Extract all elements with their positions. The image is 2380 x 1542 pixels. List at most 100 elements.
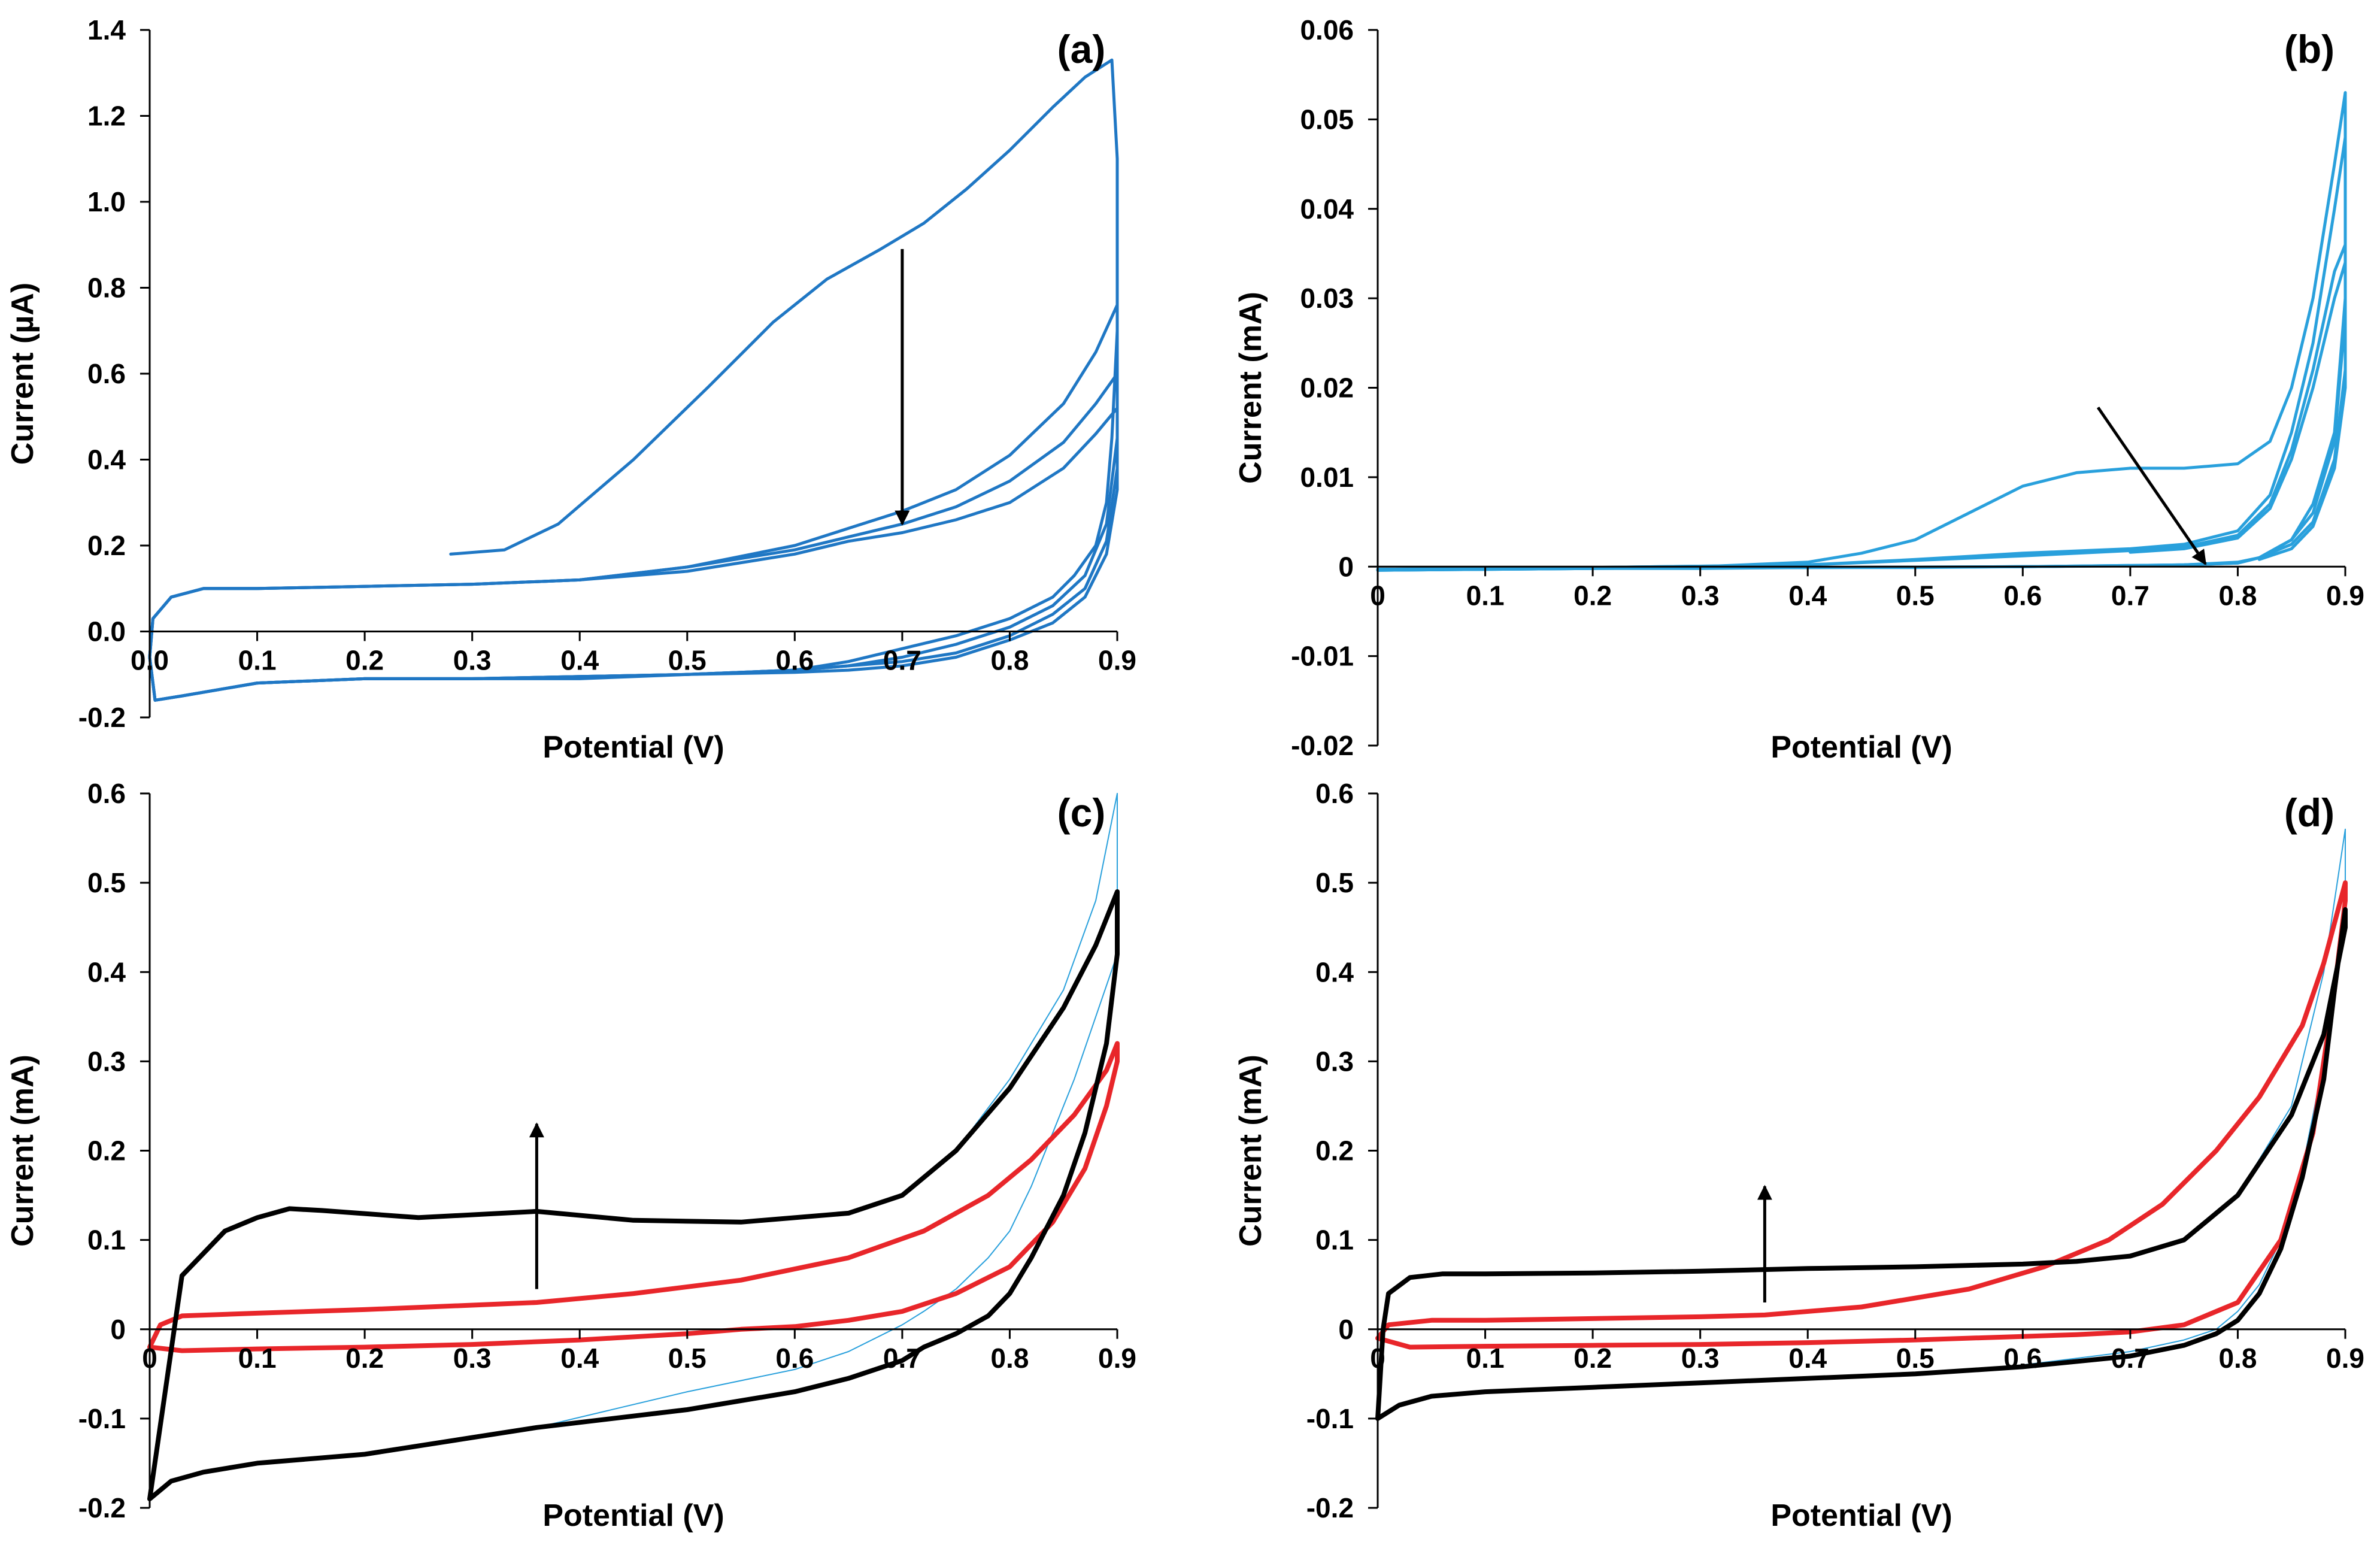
y-tick-label: 1.2 — [87, 101, 126, 132]
y-tick-label: 0.01 — [1300, 462, 1354, 493]
y-tick-label: 0.1 — [1315, 1225, 1354, 1256]
x-tick-label: 0.7 — [2111, 580, 2149, 611]
y-tick-label: 0.0 — [87, 616, 126, 647]
series-d-1 — [1377, 828, 2346, 1419]
series-a-1 — [148, 58, 1119, 702]
y-tick-label: 0.03 — [1300, 283, 1354, 314]
x-tick-label: 0.9 — [2326, 1343, 2364, 1374]
y-tick-label: 0.8 — [87, 272, 126, 304]
panel-label-a: (a) — [1057, 27, 1106, 71]
x-tick-label: 0.1 — [1466, 1343, 1505, 1374]
y-tick-label: -0.2 — [1306, 1492, 1354, 1523]
y-axis-title-b: Current (mA) — [1233, 292, 1268, 484]
series-c-3 — [147, 889, 1120, 1502]
x-tick-label: 0.6 — [2003, 1343, 2042, 1374]
x-tick-label: 0.7 — [883, 1343, 921, 1374]
x-tick-label: 0.5 — [1896, 1343, 1935, 1374]
x-tick-label: 0.3 — [453, 645, 492, 676]
y-tick-label: -0.1 — [78, 1403, 126, 1434]
x-tick-label: 0.2 — [1573, 1343, 1612, 1374]
series-c-2 — [147, 1041, 1120, 1353]
x-tick-label: 0.2 — [345, 645, 384, 676]
x-tick-label: 0.2 — [345, 1343, 384, 1374]
x-tick-label: 0 — [1370, 1343, 1385, 1374]
y-tick-label: 0.02 — [1300, 372, 1354, 404]
x-tick-label: 0.9 — [2326, 580, 2364, 611]
y-tick-label: 0.2 — [87, 530, 126, 561]
x-tick-label: 0.1 — [238, 1343, 277, 1374]
y-tick-label: 0.05 — [1300, 104, 1354, 135]
y-tick-label: 0.5 — [87, 867, 126, 898]
y-tick-label: 0.4 — [1315, 956, 1354, 987]
y-tick-label: 0.06 — [1300, 14, 1354, 46]
x-axis-title-d: Potential (V) — [1770, 1498, 1952, 1533]
x-tick-label: 0 — [1370, 580, 1385, 611]
series-b-1 — [1376, 91, 2347, 572]
y-tick-label: 0.6 — [1315, 778, 1354, 809]
series-d-3 — [1375, 907, 2348, 1421]
x-tick-label: 0.6 — [775, 1343, 814, 1374]
x-tick-label: 0.3 — [1681, 580, 1720, 611]
x-tick-label: 0.4 — [560, 1343, 599, 1374]
x-tick-label: 0.8 — [990, 1343, 1029, 1374]
x-axis-title-b: Potential (V) — [1770, 730, 1952, 765]
x-tick-label: 0.0 — [131, 645, 169, 676]
x-tick-label: 0.6 — [2003, 580, 2042, 611]
y-tick-label: 0.04 — [1300, 193, 1354, 225]
x-tick-label: 0.4 — [560, 645, 599, 676]
y-tick-label: 0 — [1338, 551, 1354, 582]
y-tick-label: 0 — [1338, 1314, 1354, 1345]
series-a-2 — [148, 303, 1119, 702]
series-c-1 — [149, 793, 1118, 1500]
x-tick-label: 0.2 — [1573, 580, 1612, 611]
x-tick-label: 0.5 — [668, 645, 707, 676]
y-tick-label: 0.4 — [87, 444, 126, 475]
y-tick-label: 0.4 — [87, 956, 126, 987]
x-tick-label: 0.8 — [2218, 580, 2257, 611]
y-axis-title-c: Current (mA) — [5, 1055, 40, 1247]
y-tick-label: 1.4 — [87, 14, 126, 46]
x-tick-label: 0.6 — [775, 645, 814, 676]
x-tick-label: 0.7 — [883, 645, 921, 676]
y-tick-label: 0.3 — [1315, 1046, 1354, 1077]
x-axis-title-c: Potential (V) — [542, 1498, 724, 1533]
panel-label-c: (c) — [1057, 790, 1106, 835]
x-tick-label: 0.1 — [238, 645, 277, 676]
chart-panel-a: -0.20.00.20.40.60.81.01.21.40.0 0.1 0.2 0.3… — [5, 14, 1136, 765]
series-b-3 — [1376, 243, 2347, 572]
y-tick-label: 0.1 — [87, 1225, 126, 1256]
y-tick-label: 0 — [110, 1314, 126, 1345]
x-tick-label: 0.7 — [2111, 1343, 2149, 1374]
x-tick-label: 0 — [142, 1343, 157, 1374]
y-tick-label: -0.02 — [1291, 730, 1354, 761]
y-tick-label: 0.2 — [1315, 1135, 1354, 1167]
x-tick-label: 0.5 — [1896, 580, 1935, 611]
chart-panel-b: -0.02 -0.01 0 0.01 0.02 0.03 0.04 0.05 0.06 0 0.1 0… — [1233, 14, 2364, 765]
y-tick-label: 0.2 — [87, 1135, 126, 1167]
x-tick-label: 0.5 — [668, 1343, 707, 1374]
chart-panel-d: -0.2 -0.1 0 0.1 0.2 0.3 0.4 0.5 0.6 0 0.1 0.2 0.3 0.4… — [1233, 778, 2364, 1533]
x-tick-label: 0.1 — [1466, 580, 1505, 611]
y-tick-label: 1.0 — [87, 186, 126, 217]
x-tick-label: 0.4 — [1788, 1343, 1827, 1374]
y-tick-label: 0.3 — [87, 1046, 126, 1077]
chart-panel-c: -0.2 -0.1 0 0.1 0.2 0.3 0.4 0.5 0.6 0 0.1 0.2 0.3 0.4… — [5, 778, 1136, 1533]
y-tick-label: 0.6 — [87, 778, 126, 809]
x-tick-label: 0.8 — [990, 645, 1029, 676]
y-tick-label: -0.2 — [78, 1492, 126, 1523]
panel-label-b: (b) — [2284, 27, 2334, 71]
series-a-4 — [148, 406, 1119, 702]
y-axis-title-a: Current (µA) — [5, 283, 40, 465]
x-axis-title-a: Potential (V) — [542, 730, 724, 765]
series-b-4 — [2129, 260, 2347, 561]
y-tick-label: -0.2 — [78, 702, 126, 733]
x-tick-label: 0.9 — [1098, 1343, 1136, 1374]
y-tick-label: -0.01 — [1291, 641, 1354, 672]
x-tick-label: 0.3 — [1681, 1343, 1720, 1374]
series-d-2 — [1375, 880, 2348, 1350]
y-tick-label: 0.6 — [87, 358, 126, 389]
panel-label-d: (d) — [2284, 790, 2334, 835]
y-axis-title-d: Current (mA) — [1233, 1055, 1268, 1247]
series-b-2 — [1376, 135, 2347, 572]
